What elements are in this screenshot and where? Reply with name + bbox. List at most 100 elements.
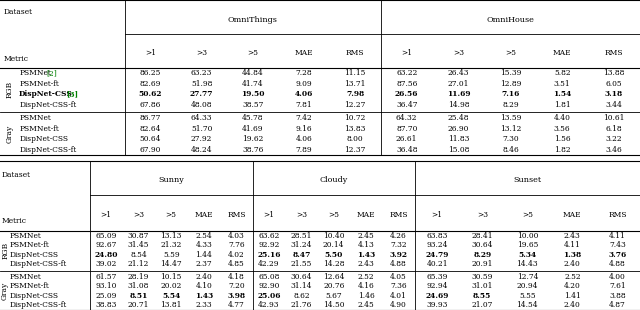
Text: 21.07: 21.07 [472, 301, 493, 309]
Text: 4.03: 4.03 [228, 232, 245, 240]
Text: 14.43: 14.43 [516, 260, 538, 268]
Text: RMS: RMS [605, 49, 623, 57]
Text: 7.32: 7.32 [390, 241, 407, 249]
Text: 42.93: 42.93 [259, 301, 280, 309]
Text: 10.00: 10.00 [516, 232, 538, 240]
Text: 7.28: 7.28 [296, 69, 312, 78]
Text: DispNet-CSS: DispNet-CSS [10, 292, 59, 300]
Text: DispNet-CSS: DispNet-CSS [10, 251, 59, 259]
Text: 31.14: 31.14 [291, 282, 312, 290]
Text: 48.24: 48.24 [191, 146, 212, 154]
Text: 3.46: 3.46 [605, 146, 623, 154]
Text: 8.47: 8.47 [292, 251, 310, 259]
Text: MAE: MAE [195, 211, 213, 219]
Text: 19.50: 19.50 [241, 90, 264, 98]
Text: Sunny: Sunny [158, 176, 184, 184]
Text: 30.64: 30.64 [291, 273, 312, 281]
Text: 3.56: 3.56 [554, 125, 570, 133]
Text: PSMNet: PSMNet [19, 114, 51, 122]
Text: OmniThings: OmniThings [228, 16, 278, 24]
Text: 20.14: 20.14 [323, 241, 344, 249]
Text: 24.80: 24.80 [94, 251, 118, 259]
Text: 2.52: 2.52 [358, 273, 374, 281]
Text: 12.27: 12.27 [344, 101, 366, 109]
Text: 4.77: 4.77 [228, 301, 245, 309]
Text: 38.76: 38.76 [242, 146, 264, 154]
Text: 86.25: 86.25 [140, 69, 161, 78]
Text: 2.45: 2.45 [358, 301, 374, 309]
Text: 1.43: 1.43 [195, 292, 213, 300]
Text: MAE: MAE [357, 211, 376, 219]
Text: >3: >3 [296, 211, 307, 219]
Text: 51.98: 51.98 [191, 80, 212, 88]
Text: 4.13: 4.13 [358, 241, 374, 249]
Text: 11.83: 11.83 [448, 135, 469, 143]
Text: 38.57: 38.57 [242, 101, 264, 109]
Text: 28.19: 28.19 [128, 273, 149, 281]
Text: 14.54: 14.54 [516, 301, 538, 309]
Text: 39.93: 39.93 [427, 301, 448, 309]
Text: 1.41: 1.41 [564, 292, 580, 300]
Text: 2.40: 2.40 [195, 273, 212, 281]
Text: 5.82: 5.82 [554, 69, 570, 78]
Text: 87.56: 87.56 [396, 80, 417, 88]
Text: 93.24: 93.24 [426, 241, 448, 249]
Text: 67.90: 67.90 [140, 146, 161, 154]
Text: 10.61: 10.61 [604, 114, 625, 122]
Text: 2.37: 2.37 [196, 260, 212, 268]
Text: 4.06: 4.06 [296, 135, 312, 143]
Text: [2]: [2] [46, 69, 57, 78]
Text: 4.16: 4.16 [358, 282, 374, 290]
Text: >3: >3 [453, 49, 464, 57]
Text: >5: >5 [247, 49, 259, 57]
Text: >5: >5 [166, 211, 177, 219]
Text: 2.43: 2.43 [564, 232, 580, 240]
Text: 50.64: 50.64 [140, 135, 161, 143]
Text: 50.62: 50.62 [139, 90, 162, 98]
Text: 26.56: 26.56 [395, 90, 419, 98]
Text: 2.45: 2.45 [358, 232, 374, 240]
Text: MAE: MAE [563, 211, 582, 219]
Text: 12.74: 12.74 [516, 273, 538, 281]
Text: 4.40: 4.40 [554, 114, 571, 122]
Text: 3.98: 3.98 [227, 292, 246, 300]
Text: >1: >1 [264, 211, 275, 219]
Text: 8.29: 8.29 [473, 251, 492, 259]
Text: 7.89: 7.89 [296, 146, 312, 154]
Text: PSMNet-ft: PSMNet-ft [10, 241, 49, 249]
Text: 40.21: 40.21 [426, 260, 448, 268]
Text: 6.05: 6.05 [606, 80, 622, 88]
Text: 3.22: 3.22 [606, 135, 622, 143]
Text: >1: >1 [145, 49, 156, 57]
Text: 13.88: 13.88 [604, 69, 625, 78]
Text: 4.00: 4.00 [609, 273, 626, 281]
Text: 36.47: 36.47 [396, 101, 417, 109]
Text: Sunset: Sunset [513, 176, 541, 184]
Text: >1: >1 [432, 211, 443, 219]
Text: 15.08: 15.08 [448, 146, 469, 154]
Text: 36.48: 36.48 [396, 146, 417, 154]
Text: 7.42: 7.42 [296, 114, 312, 122]
Text: 3.76: 3.76 [609, 251, 627, 259]
Text: 92.67: 92.67 [95, 241, 116, 249]
Text: 7.43: 7.43 [609, 241, 626, 249]
Text: 1.81: 1.81 [554, 101, 570, 109]
Text: 27.77: 27.77 [190, 90, 213, 98]
Text: Dataset: Dataset [1, 170, 30, 179]
Text: PSMNet: PSMNet [19, 69, 51, 78]
Text: DispNet-CSS: DispNet-CSS [19, 90, 73, 98]
Text: >1: >1 [100, 211, 111, 219]
Text: RMS: RMS [227, 211, 246, 219]
Text: 7.36: 7.36 [390, 282, 407, 290]
Text: 2.52: 2.52 [564, 273, 580, 281]
Text: 25.09: 25.09 [95, 292, 116, 300]
Text: 8.29: 8.29 [502, 101, 518, 109]
Text: 4.90: 4.90 [390, 301, 407, 309]
Text: 14.28: 14.28 [323, 260, 344, 268]
Text: 20.94: 20.94 [516, 282, 538, 290]
Text: 21.12: 21.12 [128, 260, 149, 268]
Text: 7.30: 7.30 [502, 135, 518, 143]
Text: 15.39: 15.39 [500, 69, 521, 78]
Text: RMS: RMS [608, 211, 627, 219]
Text: 3.51: 3.51 [554, 80, 570, 88]
